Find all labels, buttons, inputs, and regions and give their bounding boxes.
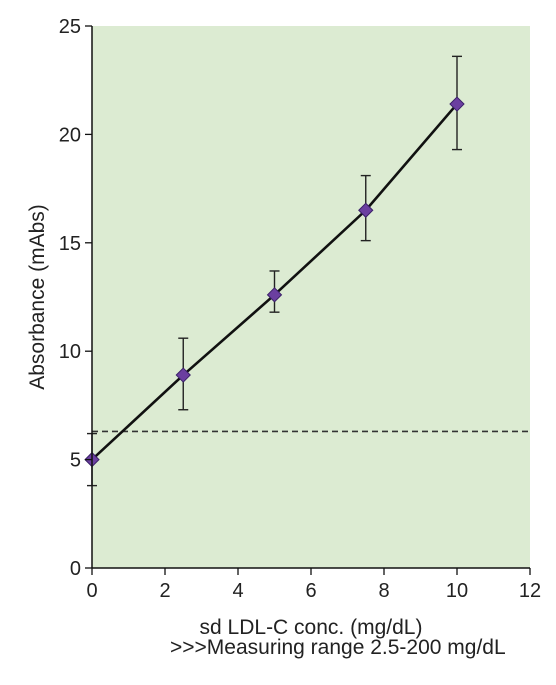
y-tick-label: 5 — [70, 450, 81, 472]
data-point-diamond — [449, 96, 465, 112]
y-tick-label: 10 — [59, 341, 81, 363]
x-axis-title: sd LDL-C conc. (mg/dL) — [200, 616, 423, 639]
y-tick-label: 15 — [59, 233, 81, 255]
data-point-diamond — [175, 367, 191, 383]
plot-area — [92, 26, 530, 568]
x-tick-label: 2 — [159, 580, 170, 602]
x-tick-label: 0 — [86, 580, 97, 602]
series-layer — [84, 55, 465, 487]
x-tick-label: 8 — [378, 580, 389, 602]
y-tick-label: 0 — [70, 558, 81, 580]
x-tick-label: 12 — [519, 580, 541, 602]
measuring-range-note: >>>Measuring range 2.5-200 mg/dL — [170, 636, 506, 659]
y-tick-label: 25 — [59, 16, 81, 38]
y-tick-label: 20 — [59, 124, 81, 146]
axes-layer: 0 5 10 15 20 25 0 2 4 6 8 10 12 — [59, 16, 541, 602]
x-tick-label: 6 — [305, 580, 316, 602]
y-axis-title: Absorbance (mAbs) — [26, 204, 49, 390]
x-tick-label: 10 — [446, 580, 468, 602]
data-point-diamond — [266, 287, 283, 303]
x-tick-label: 4 — [232, 580, 243, 602]
data-point-diamond — [358, 202, 374, 218]
